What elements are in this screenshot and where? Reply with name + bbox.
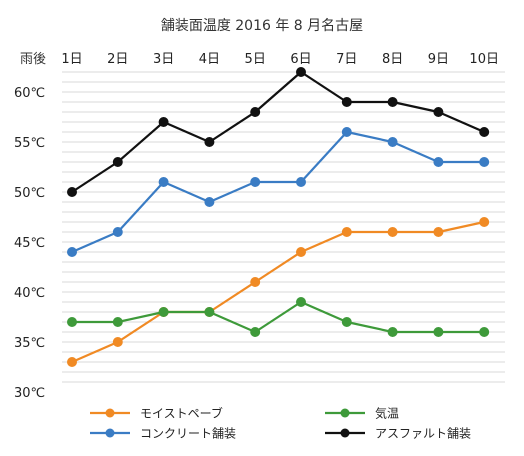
chart-title: 舗装面温度 2016 年 8 月名古屋 <box>161 18 363 34</box>
series <box>67 127 490 257</box>
data-point <box>204 197 215 207</box>
x-tick-label: 5日 <box>245 52 266 67</box>
data-point <box>158 117 169 127</box>
data-point <box>341 127 352 137</box>
data-point <box>67 357 77 367</box>
legend-item: アスファルト舗装 <box>325 427 471 441</box>
x-tick-label: 10日 <box>469 52 499 67</box>
data-point <box>204 137 215 147</box>
data-point <box>112 227 123 237</box>
legend-label: 気温 <box>375 406 399 421</box>
series-group <box>67 67 490 367</box>
x-tick-label: 2日 <box>107 52 128 67</box>
legend-label: コンクリート舗装 <box>140 427 236 441</box>
data-point <box>112 157 123 167</box>
data-point <box>296 247 306 257</box>
data-point <box>479 217 490 227</box>
legend-swatch-marker <box>105 408 115 418</box>
data-point <box>250 177 261 187</box>
legend-label: アスファルト舗装 <box>375 427 471 441</box>
series <box>67 67 490 197</box>
series <box>67 297 490 337</box>
legend-item: コンクリート舗装 <box>90 427 236 441</box>
data-point <box>479 157 490 167</box>
data-point <box>387 227 398 237</box>
data-point <box>341 317 352 327</box>
x-tick-label: 9日 <box>428 52 449 67</box>
x-tick-label: 4日 <box>199 52 220 67</box>
series-line <box>71 220 485 364</box>
y-tick-label: 30℃ <box>14 386 45 401</box>
y-tick-label: 60℃ <box>14 86 45 101</box>
legend-swatch-marker <box>340 428 350 438</box>
series-line <box>72 300 485 334</box>
x-tick-label: 3日 <box>153 52 174 67</box>
data-point <box>250 107 261 117</box>
y-tick-label: 50℃ <box>14 186 45 201</box>
data-point <box>67 187 77 197</box>
legend-item: 気温 <box>325 406 399 421</box>
data-point <box>387 137 398 147</box>
data-point <box>341 97 352 107</box>
data-point <box>296 177 306 187</box>
x-tick-label: 6日 <box>290 52 311 67</box>
data-point <box>112 317 123 327</box>
gridlines <box>62 71 505 383</box>
data-point <box>158 177 169 187</box>
series-line <box>71 70 485 193</box>
data-point <box>112 337 123 347</box>
data-point <box>67 247 77 257</box>
data-point <box>433 327 444 337</box>
data-point <box>433 227 444 237</box>
data-point <box>479 127 490 137</box>
series-line <box>71 130 485 254</box>
data-point <box>158 307 169 317</box>
data-point <box>341 227 352 237</box>
category-axis-label: 雨後 <box>20 52 46 67</box>
y-tick-label: 55℃ <box>14 136 45 151</box>
x-axis-ticks: 1日 2日 3日 4日 5日 6日 7日 8日 9日 10日 <box>61 52 499 67</box>
legend-item: モイストペーブ <box>90 406 223 421</box>
data-point <box>387 97 398 107</box>
data-point <box>296 67 306 77</box>
legend-label: モイストペーブ <box>140 406 223 421</box>
data-point <box>67 317 77 327</box>
data-point <box>250 277 261 287</box>
y-tick-label: 45℃ <box>14 236 45 251</box>
y-tick-label: 35℃ <box>14 336 45 351</box>
x-tick-label: 7日 <box>336 52 357 67</box>
data-point <box>296 297 306 307</box>
data-point <box>433 107 444 117</box>
data-point <box>387 327 398 337</box>
x-tick-label: 8日 <box>382 52 403 67</box>
y-tick-label: 40℃ <box>14 286 45 301</box>
data-point <box>204 307 215 317</box>
data-point <box>250 327 261 337</box>
x-tick-label: 1日 <box>61 52 82 67</box>
y-axis-ticks: 30℃ 35℃ 40℃ 45℃ 50℃ 55℃ 60℃ <box>14 86 45 401</box>
data-point <box>433 157 444 167</box>
legend-swatch-marker <box>105 428 115 438</box>
legend-swatch-marker <box>340 408 350 418</box>
data-point <box>479 327 490 337</box>
